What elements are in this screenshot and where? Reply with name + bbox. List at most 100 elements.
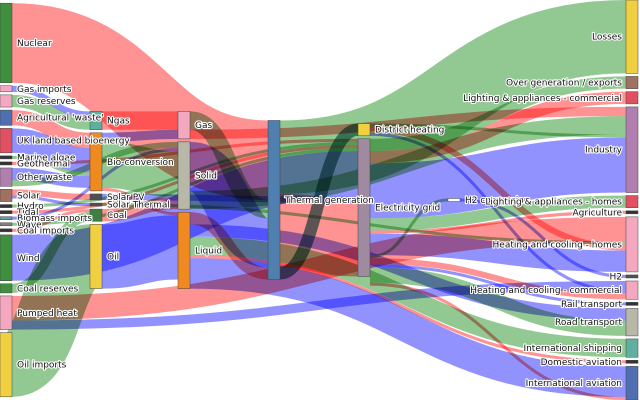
- node-oil: [89, 224, 103, 289]
- node-bar-coal-reserves: [0, 283, 13, 294]
- node-label-agriculture: Agriculture: [573, 208, 623, 218]
- node-bar-wind: [0, 234, 13, 281]
- node-bar-heating-and-cooling-commercial: [625, 280, 639, 300]
- node-bar-gas: [177, 111, 191, 140]
- node-label-solar-thermal: Solar Thermal: [107, 201, 170, 211]
- node-label-rail-transport: Rail transport: [561, 300, 622, 310]
- node-gas: [177, 111, 191, 140]
- link-coal-to-solid: [101, 196, 179, 222]
- node-solid: [177, 141, 191, 210]
- node-bar-solar: [0, 189, 13, 202]
- node-label-heating-and-cooling-homes: Heating and cooling - homes: [493, 240, 623, 250]
- link-gas-reserves-to-ngas: [11, 94, 91, 130]
- node-bar-solar-thermal: [89, 202, 103, 207]
- link-electricity-grid-to-road-transport: [369, 267, 627, 336]
- node-label-over-generation-exports: Over generation / exports: [506, 79, 622, 89]
- node-h2-conversion: [447, 198, 461, 202]
- node-bar-heating-and-cooling-homes: [625, 216, 639, 273]
- node-label-hydro: Hydro: [17, 202, 44, 212]
- node-pumped-heat: [0, 295, 13, 330]
- node-bar-thermal-generation: [267, 120, 281, 280]
- node-bar-international-shipping: [625, 338, 639, 358]
- node-district-heating: [357, 123, 371, 137]
- node-label-oil: Oil: [107, 252, 119, 262]
- link-solar-to-solar-thermal: [11, 195, 91, 207]
- node-bar-electricity-grid: [357, 138, 371, 277]
- node-label-thermal-generation: Thermal generation: [284, 196, 374, 206]
- node-label-losses: Losses: [592, 33, 622, 43]
- node-biomass-imports: [0, 216, 13, 220]
- node-solar-pv: [89, 193, 103, 201]
- link-electricity-grid-to-heating-and-cooling-homes: [369, 233, 627, 272]
- node-bar-marine-algae: [0, 155, 13, 160]
- node-bar-international-aviation: [625, 366, 639, 400]
- node-label-solar: Solar: [17, 191, 40, 201]
- node-bar-uk-land-based-bioenergy: [0, 128, 13, 154]
- node-bar-road-transport: [625, 308, 639, 337]
- link-uk-land-based-bioenergy-to-bio-conversion: [11, 128, 91, 173]
- node-label-liquid: Liquid: [195, 246, 222, 256]
- node-bar-h2-conversion: [447, 198, 461, 202]
- node-label-wind: Wind: [17, 254, 40, 264]
- node-label-coal-imports: Coal imports: [17, 226, 74, 236]
- node-bar-oil: [89, 224, 103, 289]
- node-label-solid: Solid: [195, 172, 217, 182]
- node-label-uk-land-based-bioenergy: UK land based bioenergy: [17, 137, 130, 147]
- link-oil-imports-to-oil: [2, 224, 100, 397]
- node-bar-solar-pv: [89, 193, 103, 201]
- link-agricultural-waste-to-bio-conversion: [11, 110, 91, 149]
- link-electricity-grid-to-lighting-appliances-commercial: [369, 91, 627, 164]
- node-label-international-aviation: International aviation: [526, 379, 622, 389]
- link-bio-conversion-to-liquid: [101, 187, 179, 216]
- node-label-domestic-aviation: Domestic aviation: [541, 358, 622, 368]
- node-label-nuclear: Nuclear: [17, 39, 52, 49]
- node-label-coal-reserves: Coal reserves: [17, 284, 78, 294]
- node-label-industry: Industry: [585, 146, 623, 156]
- node-bar-pumped-heat: [0, 295, 13, 330]
- node-bar-rail-transport: [625, 302, 639, 306]
- node-heating-and-cooling-commercial: [625, 280, 639, 300]
- node-bar-gas-imports: [0, 85, 13, 93]
- node-agricultural-waste: [0, 109, 13, 126]
- node-road-transport: [625, 308, 639, 337]
- node-bar-biomass-imports: [0, 216, 13, 220]
- node-bar-tidal: [0, 210, 13, 214]
- node-coal: [89, 208, 103, 222]
- node-bar-domestic-aviation: [625, 360, 639, 364]
- node-label-wave: Wave: [17, 220, 42, 230]
- node-industry: [625, 106, 639, 193]
- node-label-road-transport: Road transport: [555, 318, 623, 328]
- node-agriculture: [625, 210, 639, 215]
- link-electricity-grid-to-over-generation-exports: [369, 76, 627, 152]
- link-electricity-grid-to-rail-transport: [369, 264, 627, 306]
- node-bar-coal-imports: [0, 228, 13, 233]
- node-wind: [0, 234, 13, 281]
- link-gas-imports-to-ngas: [11, 85, 91, 118]
- node-label-coal: Coal: [107, 211, 127, 221]
- node-domestic-aviation: [625, 360, 639, 364]
- node-bar-agriculture: [625, 210, 639, 215]
- node-label-gas: Gas: [195, 121, 212, 131]
- link-electricity-grid-to-agriculture: [369, 210, 627, 234]
- node-label-other-waste: Other waste: [17, 173, 73, 183]
- node-label-oil-imports: Oil imports: [17, 361, 67, 371]
- link-thermal-generation-to-electricity-grid: [279, 193, 359, 277]
- link-electricity-grid-to-international-aviation: [369, 282, 627, 400]
- node-oil-imports: [0, 332, 13, 398]
- node-bar-coal: [89, 208, 103, 222]
- node-label-tidal: Tidal: [16, 208, 38, 218]
- node-label-district-heating: District heating: [375, 126, 444, 136]
- node-bar-losses: [625, 0, 639, 74]
- node-international-aviation: [625, 366, 639, 400]
- node-geothermal: [0, 161, 13, 166]
- node-bar-lighting-appliances-commercial: [625, 91, 639, 105]
- sankey-labels: Nuclear Gas imports Gas reserves Agricultur…: [15, 32, 624, 391]
- node-bar-hydro: [0, 204, 13, 208]
- node-bar-over-generation-exports: [625, 76, 639, 89]
- node-bar-wave: [0, 222, 13, 227]
- node-lighting-appliances-homes: [625, 195, 639, 209]
- node-liquid: [177, 211, 191, 289]
- node-h2: [625, 274, 639, 279]
